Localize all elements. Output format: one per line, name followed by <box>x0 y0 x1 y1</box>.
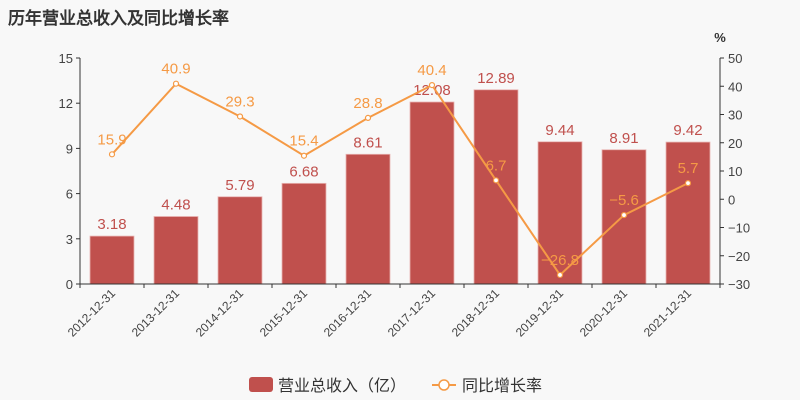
right-axis-tick-label: 50 <box>728 51 742 66</box>
bar[interactable] <box>89 235 135 285</box>
growth-point[interactable] <box>300 152 308 159</box>
bar-value-label: 9.44 <box>545 122 574 139</box>
growth-point[interactable] <box>172 80 180 87</box>
bar-value-label: 9.42 <box>673 122 702 139</box>
growth-point[interactable] <box>236 113 244 120</box>
growth-value-label: 28.8 <box>353 95 382 112</box>
growth-value-label: 5.7 <box>678 160 699 177</box>
bar-value-label: 12.89 <box>477 70 515 87</box>
x-axis-tick-label: 2018-12-31 <box>449 286 503 340</box>
right-axis-tick-label: 30 <box>728 108 742 123</box>
growth-point[interactable] <box>364 114 372 121</box>
right-axis-tick-label: −20 <box>728 249 750 264</box>
legend-bar-swatch[interactable] <box>249 377 273 392</box>
growth-value-label: 40.4 <box>417 62 446 79</box>
bar-value-label: 8.91 <box>609 130 638 147</box>
left-axis-tick-label: 15 <box>59 51 73 66</box>
x-axis-tick-label: 2019-12-31 <box>513 286 567 340</box>
growth-point[interactable] <box>492 177 500 184</box>
growth-value-label: −5.6 <box>609 192 639 209</box>
bar[interactable] <box>153 216 199 285</box>
bar-value-label: 3.18 <box>97 216 126 233</box>
growth-line <box>111 82 689 277</box>
growth-point[interactable] <box>428 82 436 89</box>
growth-value-label: 15.4 <box>289 133 318 150</box>
legend-line-marker-icon[interactable] <box>438 379 450 391</box>
right-axis-tick-label: −10 <box>728 221 750 236</box>
right-axis-tick-label: 40 <box>728 79 742 94</box>
growth-value-label: 15.9 <box>97 131 126 148</box>
bar-value-label: 12.08 <box>413 82 451 99</box>
x-axis-tick-label: 2012-12-31 <box>65 286 119 340</box>
legend-line-label[interactable]: 同比增长率 <box>462 377 542 395</box>
x-axis-tick-label: 2016-12-31 <box>321 286 375 340</box>
bar-value-label: 5.79 <box>225 177 254 194</box>
x-axis-tick-label: 2013-12-31 <box>129 286 183 340</box>
x-axis-tick-label: 2021-12-31 <box>641 286 695 340</box>
bar[interactable] <box>473 89 519 285</box>
right-axis-tick-label: 10 <box>728 164 742 179</box>
growth-value-label: 40.9 <box>161 61 190 78</box>
right-axis-unit: % <box>714 30 726 45</box>
left-axis-tick-label: 12 <box>59 96 73 111</box>
growth-point[interactable] <box>684 180 692 187</box>
legend-bar-label[interactable]: 营业总收入（亿） <box>278 377 406 395</box>
x-axis-tick-label: 2014-12-31 <box>193 286 247 340</box>
bar[interactable] <box>409 101 455 285</box>
bar-value-label: 8.61 <box>353 134 382 151</box>
x-axis-tick-label: 2017-12-31 <box>385 286 439 340</box>
growth-point[interactable] <box>620 211 628 219</box>
growth-value-label: 6.7 <box>486 157 507 174</box>
left-axis-tick-label: 6 <box>66 187 73 202</box>
bar-value-label: 6.68 <box>289 163 318 180</box>
left-axis-tick-label: 9 <box>66 141 73 156</box>
bar[interactable] <box>665 141 711 285</box>
growth-point[interactable] <box>108 151 116 158</box>
x-axis-tick-label: 2020-12-31 <box>577 286 631 340</box>
growth-value-label: 29.3 <box>225 93 254 110</box>
left-axis-tick-label: 0 <box>66 277 73 292</box>
left-axis-tick-label: 3 <box>66 232 73 247</box>
growth-point[interactable] <box>556 271 564 279</box>
growth-value-label: −26.8 <box>541 252 579 269</box>
x-axis-tick-label: 2015-12-31 <box>257 286 311 340</box>
bar[interactable] <box>281 182 327 285</box>
right-axis-tick-label: 20 <box>728 136 742 151</box>
bar-value-label: 4.48 <box>161 197 190 214</box>
right-axis-tick-label: 0 <box>728 192 735 207</box>
bar[interactable] <box>217 196 263 285</box>
right-axis-tick-label: −30 <box>728 277 750 292</box>
bar[interactable] <box>345 153 391 285</box>
chart-title: 历年营业总收入及同比增长率 <box>8 9 229 29</box>
